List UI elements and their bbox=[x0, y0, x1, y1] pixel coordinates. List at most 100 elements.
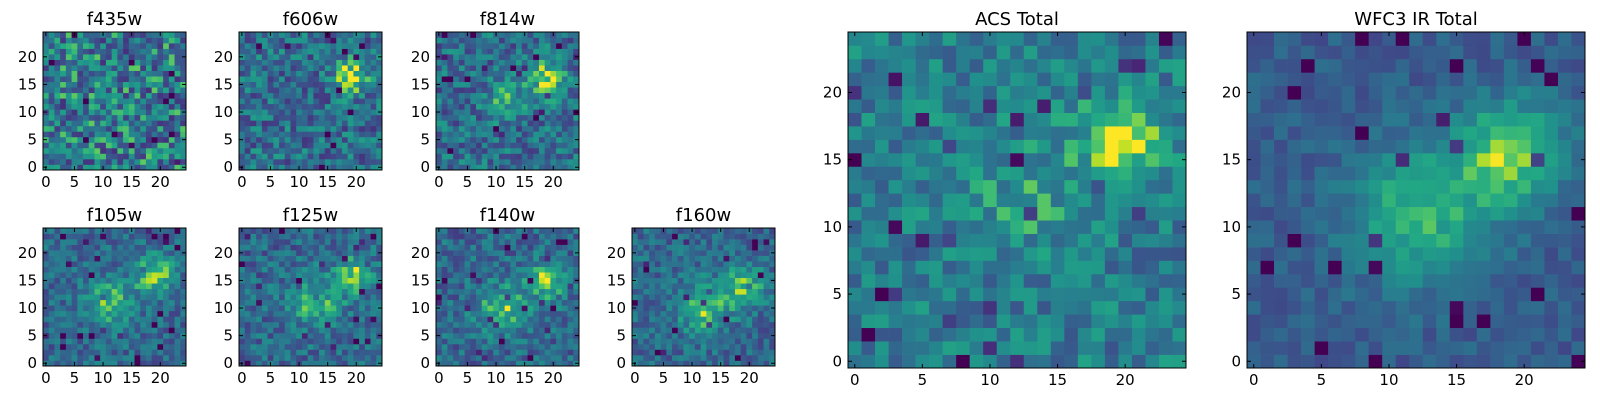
heatmap-cell bbox=[250, 305, 257, 312]
heatmap-cell bbox=[902, 260, 916, 275]
heatmap-cell bbox=[694, 332, 701, 339]
heatmap-cell bbox=[561, 316, 568, 323]
heatmap-cell bbox=[319, 239, 326, 245]
heatmap-cell bbox=[632, 244, 639, 251]
heatmap-cell bbox=[71, 136, 78, 143]
heatmap-cell bbox=[324, 239, 331, 245]
heatmap-cell bbox=[88, 261, 95, 267]
heatmap-cell bbox=[654, 316, 661, 323]
heatmap-cell bbox=[734, 321, 742, 328]
heatmap-cell bbox=[307, 255, 314, 262]
heatmap-cell bbox=[689, 266, 696, 273]
heatmap-cell bbox=[660, 250, 667, 256]
heatmap-cell bbox=[538, 54, 546, 60]
heatmap-cell bbox=[476, 233, 483, 240]
heatmap-cell bbox=[239, 153, 246, 160]
heatmap-cell bbox=[538, 48, 546, 55]
heatmap-cell bbox=[279, 228, 286, 234]
heatmap-cell bbox=[441, 299, 448, 306]
heatmap-cell bbox=[359, 59, 366, 66]
heatmap-cell bbox=[353, 125, 360, 132]
heatmap-cell bbox=[284, 283, 291, 290]
heatmap-cell bbox=[250, 147, 257, 154]
heatmap-cell bbox=[712, 288, 719, 295]
heatmap-cell bbox=[330, 37, 337, 44]
heatmap-cell bbox=[313, 109, 320, 116]
heatmap-cell bbox=[458, 153, 465, 160]
heatmap-cell bbox=[151, 327, 158, 334]
heatmap-cell bbox=[267, 316, 274, 323]
heatmap-cell bbox=[174, 59, 181, 66]
heatmap-cell bbox=[353, 305, 360, 312]
heatmap-cell bbox=[284, 305, 291, 312]
heatmap-cell bbox=[689, 332, 696, 339]
heatmap-cell bbox=[550, 43, 557, 49]
heatmap-cell bbox=[573, 153, 580, 160]
heatmap-cell bbox=[470, 87, 477, 94]
heatmap-cell bbox=[163, 131, 170, 138]
heatmap-cell bbox=[94, 250, 101, 256]
heatmap-cell bbox=[174, 277, 181, 284]
heatmap-cell bbox=[370, 294, 377, 301]
heatmap-cell bbox=[100, 65, 107, 71]
heatmap-cell bbox=[561, 54, 568, 60]
heatmap-cell bbox=[94, 32, 101, 38]
heatmap-cell bbox=[538, 272, 546, 279]
heatmap-cell bbox=[706, 244, 713, 251]
heatmap-cell bbox=[244, 294, 251, 301]
heatmap-cell bbox=[111, 354, 118, 361]
heatmap-cell bbox=[284, 354, 291, 361]
heatmap-cell bbox=[134, 360, 141, 367]
heatmap-cell bbox=[353, 239, 360, 245]
heatmap-cell bbox=[145, 332, 153, 339]
heatmap-cell bbox=[151, 158, 158, 165]
heatmap-cell bbox=[643, 338, 650, 345]
heatmap-cell bbox=[848, 314, 862, 329]
y-tick-label: 15 bbox=[214, 75, 233, 93]
heatmap-cell bbox=[757, 349, 764, 356]
heatmap-cell bbox=[929, 354, 943, 369]
heatmap-cell bbox=[453, 255, 460, 262]
heatmap-cell bbox=[677, 261, 684, 267]
heatmap-cell bbox=[60, 288, 67, 295]
heatmap-cell bbox=[261, 54, 268, 60]
heatmap-cell bbox=[464, 103, 471, 110]
heatmap-cell bbox=[353, 316, 360, 323]
heatmap-cell bbox=[359, 327, 366, 334]
heatmap-cell bbox=[359, 65, 366, 71]
heatmap-cell bbox=[533, 261, 540, 267]
heatmap-cell bbox=[279, 294, 286, 301]
heatmap-cell bbox=[157, 125, 164, 132]
heatmap-cell bbox=[256, 338, 263, 345]
heatmap-cell bbox=[174, 43, 181, 49]
heatmap-cell bbox=[296, 158, 303, 165]
heatmap-cell bbox=[111, 43, 118, 49]
heatmap-cell bbox=[481, 343, 488, 350]
heatmap-cell bbox=[256, 283, 263, 290]
heatmap-cell bbox=[250, 136, 257, 143]
heatmap-cell bbox=[493, 250, 500, 256]
heatmap-cell bbox=[83, 120, 90, 127]
heatmap-cell bbox=[359, 310, 366, 317]
heatmap-cell bbox=[105, 131, 112, 138]
heatmap-cell bbox=[458, 76, 465, 83]
heatmap-cell bbox=[261, 109, 268, 116]
heatmap-cell bbox=[301, 48, 308, 55]
heatmap-cell bbox=[493, 277, 500, 284]
heatmap-cell bbox=[550, 283, 557, 290]
heatmap-cell bbox=[376, 87, 383, 94]
heatmap-cell bbox=[60, 43, 67, 49]
heatmap-cell bbox=[969, 193, 984, 208]
heatmap-cell bbox=[1091, 300, 1106, 315]
heatmap-cell bbox=[1077, 193, 1092, 208]
heatmap-cell bbox=[498, 54, 505, 60]
heatmap-cell bbox=[60, 164, 67, 171]
heatmap-cell bbox=[359, 349, 366, 356]
heatmap-cell bbox=[71, 250, 78, 256]
heatmap-cell bbox=[307, 338, 314, 345]
heatmap-cell bbox=[336, 65, 343, 71]
heatmap-cell bbox=[677, 244, 684, 251]
heatmap-cell bbox=[544, 272, 551, 279]
heatmap-cell bbox=[117, 76, 124, 83]
heatmap-cell bbox=[83, 316, 90, 323]
